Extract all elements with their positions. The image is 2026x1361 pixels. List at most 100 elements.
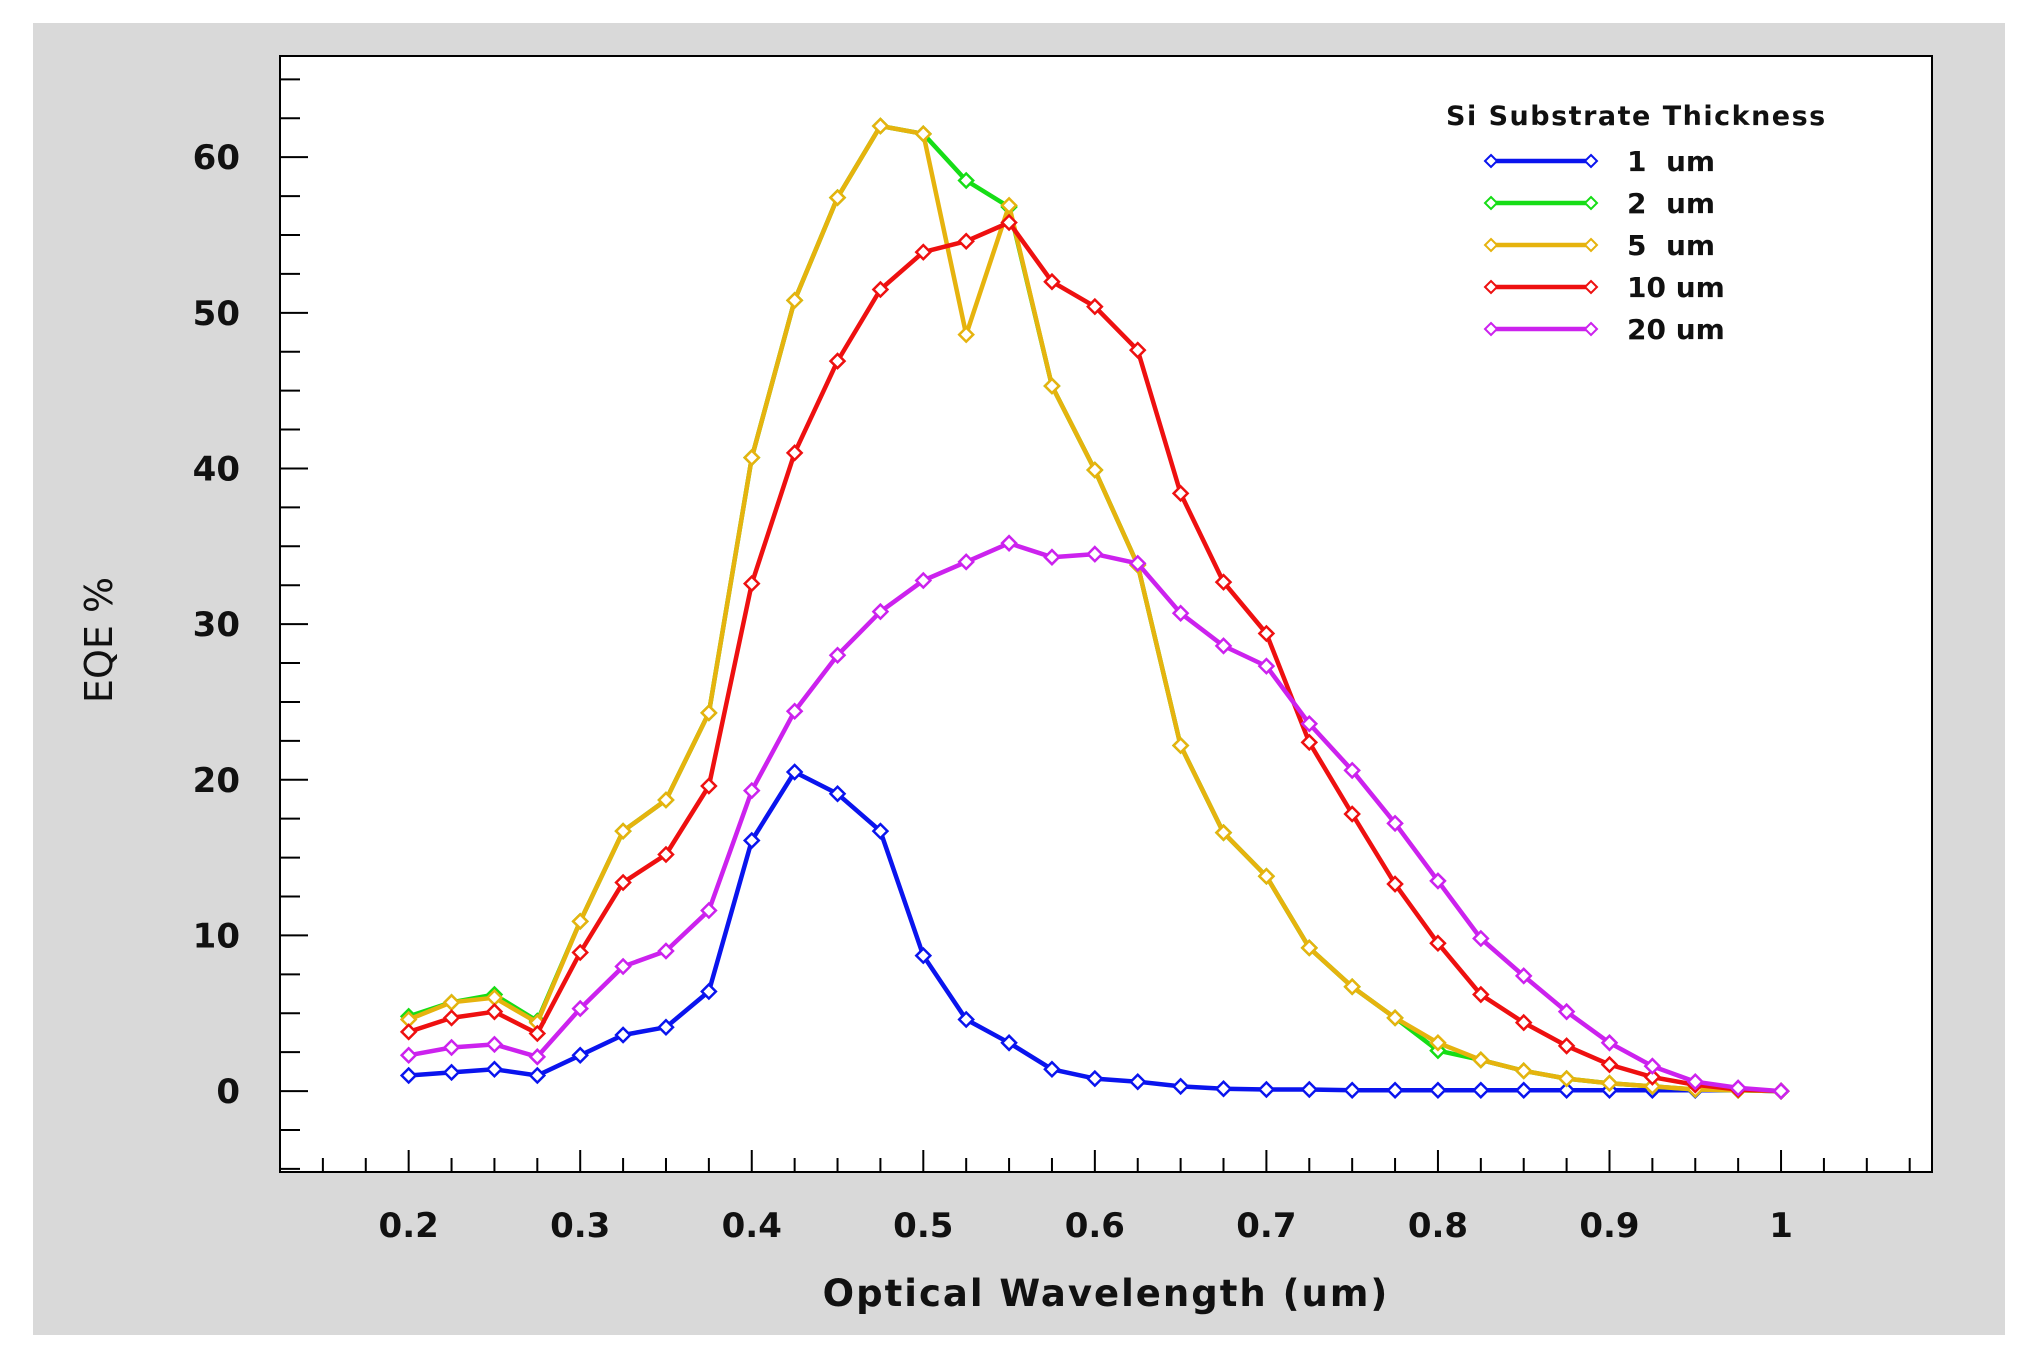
data-point: [571, 1046, 589, 1065]
data-point: [1128, 341, 1147, 359]
data-point: [871, 280, 890, 299]
legend-title: Si Substrate Thickness: [1446, 101, 1827, 132]
data-point: [1043, 377, 1061, 395]
data-point: [1386, 1081, 1404, 1100]
data-point: [1643, 1057, 1662, 1075]
data-point: [914, 571, 933, 590]
data-point: [785, 444, 804, 462]
data-point: [1643, 1068, 1662, 1086]
data-point: [914, 946, 933, 965]
data-point: [742, 448, 761, 467]
data-point: [1257, 624, 1276, 643]
data-point: [442, 1063, 461, 1082]
chart-frame: 0.2 0.3 0.4 0.5 0.6 0.7 0.8 0.9 1 0 10 20 30 40 50 60 O…: [33, 23, 2005, 1335]
data-point: [957, 553, 975, 571]
data-point: [1429, 872, 1447, 890]
data-point: [571, 943, 589, 962]
legend-label: 10 um: [1627, 271, 1725, 304]
data-point: [957, 325, 975, 344]
data-point: [871, 117, 890, 135]
data-point: [1472, 1051, 1490, 1069]
legend-item: 10 um: [1483, 271, 1725, 304]
data-point: [399, 1066, 418, 1085]
data-point: [1386, 875, 1404, 893]
data-point: [785, 763, 804, 781]
legend-marker: [1583, 279, 1599, 295]
data-point: [1557, 1002, 1576, 1021]
data-point: [1000, 213, 1018, 232]
legend-label: 2 um: [1627, 187, 1715, 220]
data-point: [1086, 545, 1104, 563]
data-point: [571, 912, 589, 931]
data-point: [1128, 554, 1147, 573]
data-point: [1514, 1013, 1533, 1032]
y-tick-label: 0: [216, 1072, 240, 1112]
data-point: [914, 243, 933, 261]
series-layer: [399, 117, 1790, 1100]
data-point: [571, 999, 589, 1018]
data-point: [1300, 733, 1319, 752]
data-point: [1214, 573, 1233, 591]
legend: Si Substrate Thickness 1 um 2 um 5 um 10 um…: [1446, 101, 1827, 346]
plot-area: [279, 55, 1933, 1173]
data-point: [1686, 1072, 1705, 1091]
data-point: [1214, 1079, 1233, 1098]
data-point: [1043, 1060, 1061, 1079]
x-tick-label: 0.4: [722, 1206, 782, 1246]
data-point: [399, 1046, 418, 1065]
data-point: [614, 873, 632, 892]
data-point: [1043, 548, 1061, 566]
data-point: [828, 646, 847, 665]
legend-item: 1 um: [1483, 145, 1715, 178]
data-point: [1300, 939, 1319, 957]
data-point: [1343, 805, 1361, 823]
legend-marker: [1583, 321, 1599, 337]
data-point: [1128, 1072, 1147, 1091]
legend-label: 20 um: [1627, 313, 1725, 346]
x-tick-label: 0.6: [1065, 1206, 1125, 1246]
data-point: [657, 1018, 675, 1037]
data-point: [657, 942, 675, 960]
data-point: [442, 1009, 461, 1027]
data-point: [742, 574, 761, 593]
data-point: [1214, 637, 1233, 655]
x-tick-label: 0.8: [1408, 1206, 1468, 1246]
data-point: [785, 702, 804, 721]
data-point: [1214, 823, 1233, 842]
data-point: [1257, 657, 1276, 675]
data-point: [785, 291, 804, 310]
legend-label: 5 um: [1627, 229, 1715, 262]
x-tick-label: 0.9: [1579, 1206, 1639, 1246]
data-point: [828, 352, 847, 370]
data-point: [399, 1023, 418, 1041]
data-point: [1043, 272, 1061, 291]
data-point: [614, 822, 632, 840]
data-point: [1171, 736, 1190, 755]
data-point: [1300, 714, 1319, 733]
data-point: [1729, 1079, 1747, 1097]
legend-marker: [1483, 321, 1499, 337]
series-3: [399, 213, 1790, 1100]
data-point: [828, 785, 847, 803]
x-tick-label: 0.3: [550, 1206, 610, 1246]
y-axis-label: EQE %: [77, 577, 121, 703]
data-point: [614, 957, 632, 976]
data-point: [1557, 1037, 1576, 1055]
legend-item: 2 um: [1483, 187, 1715, 220]
data-point: [914, 125, 933, 143]
x-tick-label: 0.7: [1236, 1206, 1296, 1246]
legend-item: 5 um: [1483, 229, 1715, 262]
data-point: [957, 1010, 975, 1029]
data-point: [1472, 929, 1490, 948]
data-point: [700, 704, 718, 722]
data-point: [1000, 196, 1018, 215]
data-point: [828, 188, 847, 207]
data-point: [1643, 1077, 1662, 1096]
data-point: [700, 777, 718, 795]
y-tick-label: 40: [193, 449, 240, 489]
data-point: [614, 1026, 632, 1044]
data-point: [657, 791, 675, 809]
data-point: [1514, 1081, 1533, 1100]
